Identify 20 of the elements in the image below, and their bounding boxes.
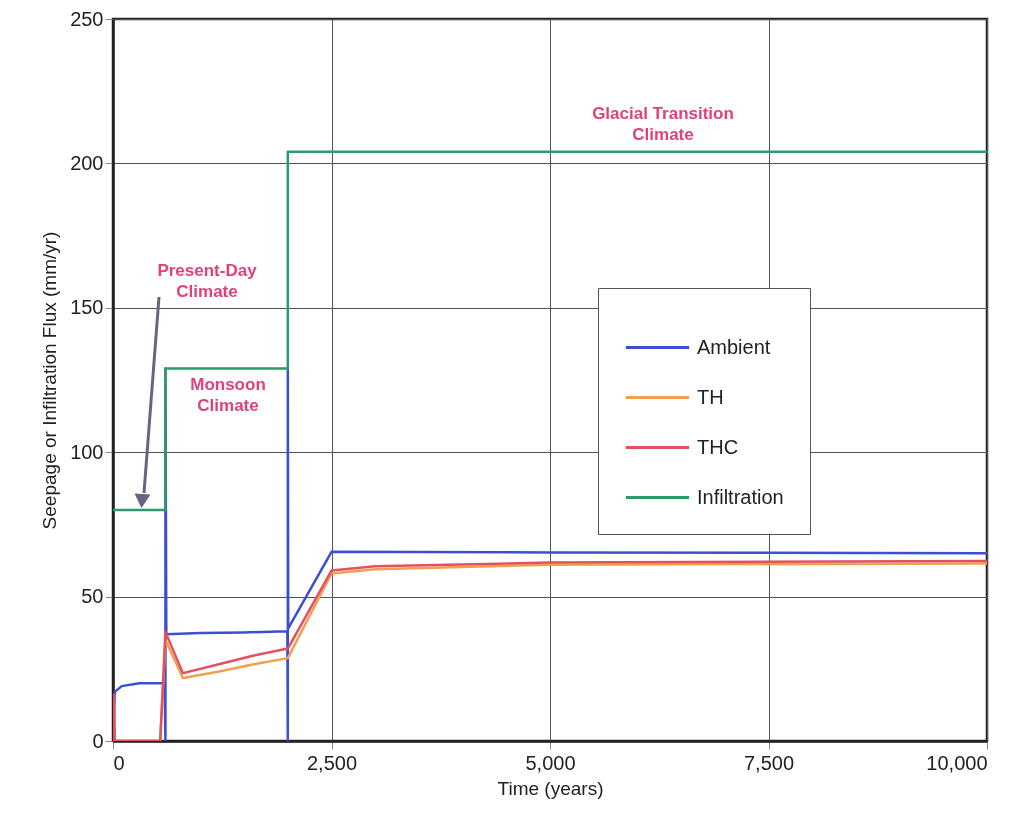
annotation: Monsoon Climate (190, 375, 266, 415)
legend-label: Infiltration (697, 485, 784, 508)
x-tick-label: 7,500 (743, 751, 795, 774)
annotation: Glacial Transition Climate (592, 104, 734, 144)
x-tick-label: 0 (113, 751, 125, 774)
legend-label: Ambient (697, 335, 771, 358)
y-tick-label: 100 (70, 440, 104, 463)
x-axis-title: Time (years) (497, 777, 604, 799)
y-tick-label: 50 (81, 585, 104, 608)
legend-label: TH (697, 385, 724, 408)
annotation: Present-Day Climate (157, 261, 258, 301)
y-tick-label: 200 (70, 151, 104, 174)
legend-label: THC (697, 435, 739, 458)
y-tick-label: 150 (70, 296, 104, 319)
x-tick-label: 5,000 (525, 751, 576, 774)
y-tick-label: 0 (92, 729, 104, 752)
y-axis-title: Seepage or Infiltration Flux (mm/yr) (39, 231, 61, 530)
x-tick-label: 10,000 (926, 751, 988, 774)
x-tick-label: 2,500 (306, 751, 358, 774)
y-tick-label: 250 (70, 7, 104, 30)
